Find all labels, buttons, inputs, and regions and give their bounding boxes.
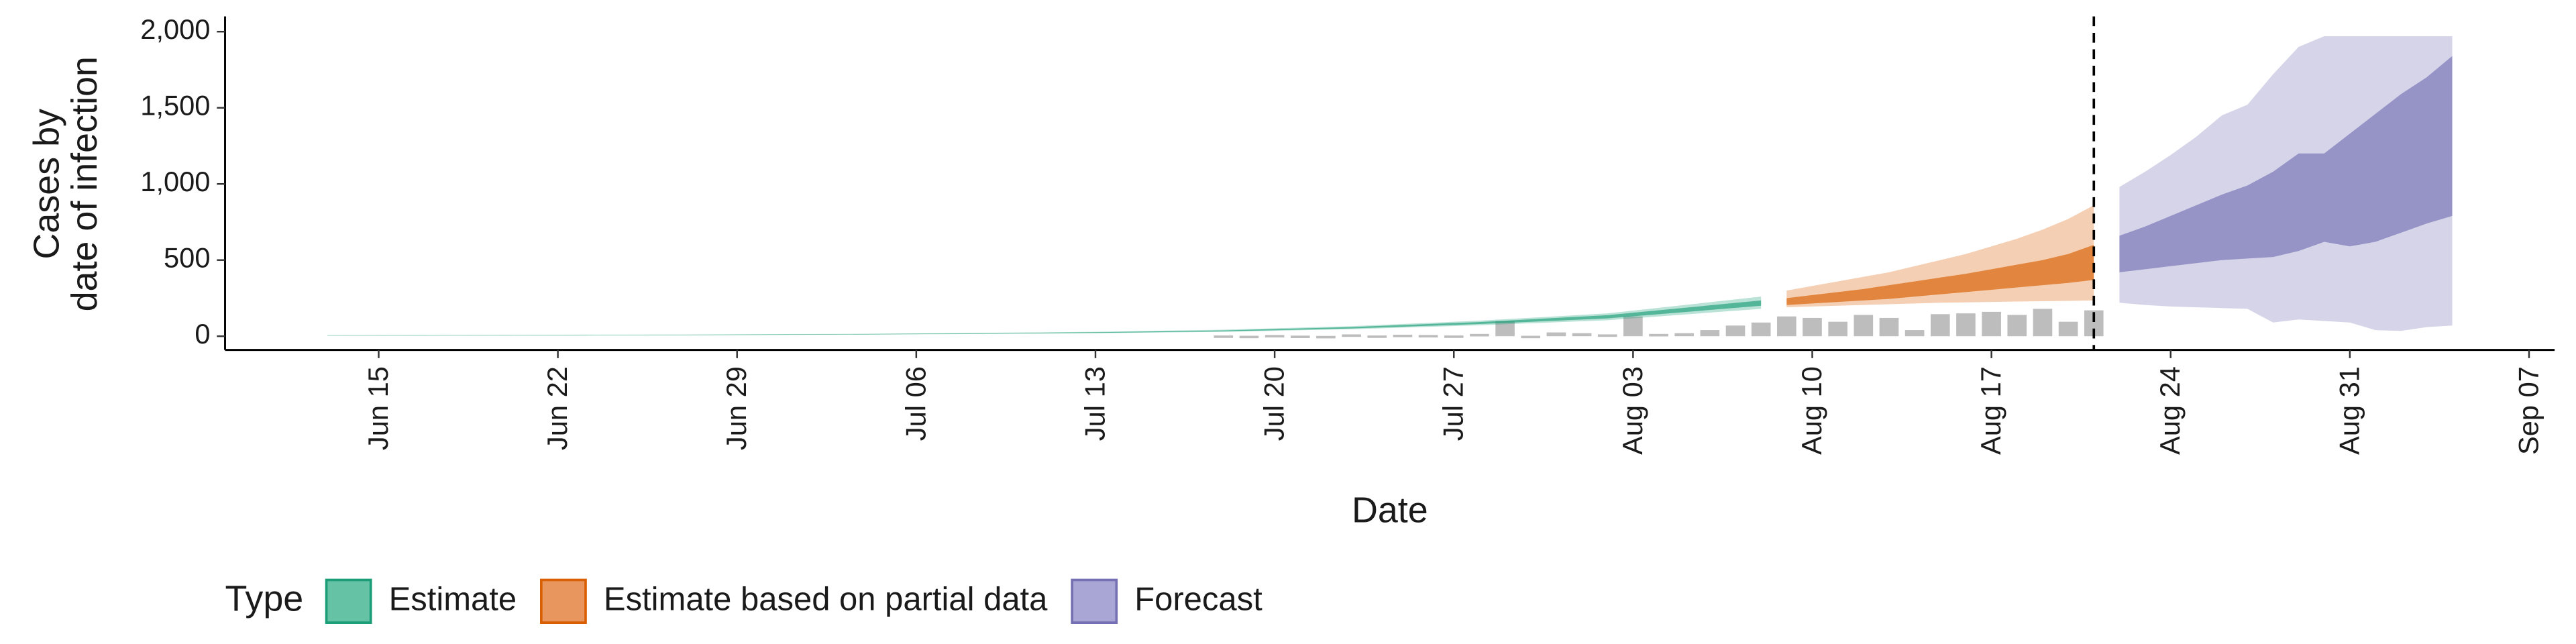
ribbon xyxy=(2119,56,2453,272)
bar xyxy=(1725,325,1746,337)
bar xyxy=(1265,335,1285,338)
ribbon xyxy=(327,297,1762,336)
y-axis-title: date of infection xyxy=(64,56,105,311)
bar xyxy=(1418,335,1438,338)
bar xyxy=(1828,321,1847,337)
bar xyxy=(1700,330,1720,337)
bar xyxy=(1290,335,1310,338)
x-tick-label: Sep 07 xyxy=(2512,366,2544,455)
y-tick-label: 500 xyxy=(164,242,210,274)
bar xyxy=(1674,333,1694,337)
bar xyxy=(1904,330,1925,337)
bar xyxy=(1879,317,1899,337)
bar xyxy=(1214,335,1234,338)
bar xyxy=(1623,316,1643,337)
x-tick-label: Aug 24 xyxy=(2154,366,2186,455)
bar xyxy=(1597,334,1617,337)
bar xyxy=(1393,334,1413,337)
bar xyxy=(2033,309,2053,337)
x-tick-label: Jul 13 xyxy=(1079,366,1110,441)
x-axis-title: Date xyxy=(1352,490,1428,530)
x-tick-label: Aug 10 xyxy=(1796,366,1827,455)
bar xyxy=(2058,321,2078,337)
x-tick-label: Jul 27 xyxy=(1438,366,1469,441)
legend-swatch xyxy=(540,578,587,624)
bar xyxy=(1239,335,1259,339)
legend-label: Estimate xyxy=(389,581,517,617)
bar xyxy=(1956,313,1976,337)
y-tick-label: 0 xyxy=(195,318,210,350)
bar xyxy=(1803,317,1822,337)
bar xyxy=(1854,315,1874,337)
bar xyxy=(1367,335,1387,338)
x-tick-label: Jun 15 xyxy=(362,366,394,450)
x-tick-label: Jun 22 xyxy=(541,366,573,450)
bar xyxy=(1316,335,1336,339)
legend-swatch xyxy=(325,578,372,624)
y-axis-title: Cases by xyxy=(27,109,67,260)
bar xyxy=(1751,322,1771,337)
ribbon xyxy=(1786,244,2094,305)
bar xyxy=(1444,335,1464,338)
x-tick-label: Jun 29 xyxy=(720,366,752,450)
bar xyxy=(1572,333,1592,337)
x-tick-label: Jul 06 xyxy=(900,366,931,441)
legend-label: Forecast xyxy=(1134,581,1263,617)
x-tick-label: Aug 31 xyxy=(2333,366,2365,455)
bar xyxy=(2007,315,2027,337)
bar xyxy=(1521,335,1541,339)
y-tick-label: 1,000 xyxy=(140,166,210,197)
y-tick-label: 1,500 xyxy=(140,90,210,121)
bar xyxy=(1470,333,1489,337)
x-tick-label: Aug 17 xyxy=(1975,366,2006,455)
bar xyxy=(1546,332,1566,337)
bar xyxy=(1930,314,1950,337)
bar xyxy=(1495,321,1515,337)
legend-swatch xyxy=(1071,578,1118,624)
x-tick-label: Aug 03 xyxy=(1617,366,1648,455)
legend-label: Estimate based on partial data xyxy=(604,581,1048,617)
bar xyxy=(1982,311,2001,337)
x-tick-label: Jul 20 xyxy=(1258,366,1290,441)
legend-title: Type xyxy=(225,579,304,619)
bar xyxy=(1649,333,1668,337)
y-tick-label: 2,000 xyxy=(140,13,210,45)
bar xyxy=(1777,316,1796,337)
bar xyxy=(1342,334,1361,337)
